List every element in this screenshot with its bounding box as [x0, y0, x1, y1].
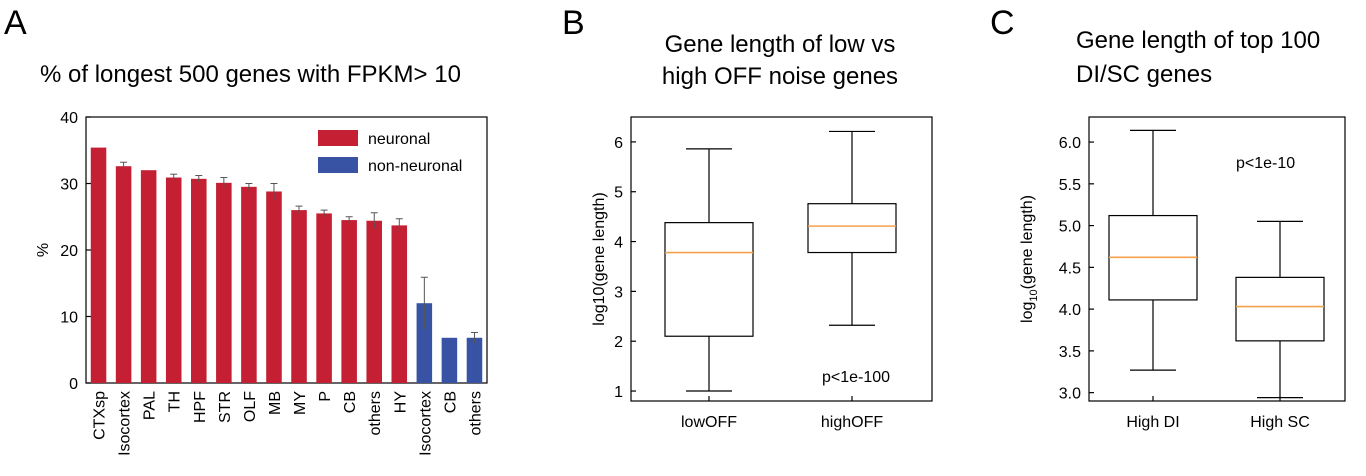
bar-cb-neuronal: [341, 220, 357, 383]
chart-a-x-tick-label: others: [367, 391, 384, 435]
chart-c-y-tick-label: 6.0: [1059, 135, 1081, 152]
panel-a: A % of longest 500 genes with FPKM> 10 %…: [4, 4, 488, 456]
chart-a-y-tick-label: 40: [60, 110, 78, 127]
bar-ctxsp-neuronal: [90, 147, 107, 383]
bar-isocortex-neuronal: [115, 166, 132, 383]
chart-b-plot-frame: [630, 116, 933, 402]
chart-c-x-ticks: High DI High SC: [1126, 396, 1310, 431]
panel-letter-a: A: [4, 4, 27, 42]
chart-a-y-tick-label: 0: [69, 376, 78, 393]
panel-letter-c: C: [990, 4, 1015, 42]
chart-b-boxes: [664, 130, 897, 392]
chart-c-y-tick-label: 3.5: [1059, 344, 1081, 361]
chart-b-title-line2: high OFF noise genes: [662, 63, 898, 90]
chart-c-y-tick-label: 3.0: [1059, 386, 1081, 403]
bar-p-neuronal: [316, 213, 332, 383]
chart-a-x-tick-label: Isocortex: [117, 391, 134, 456]
chart-a-x-tick-label: HY: [392, 391, 409, 414]
chart-b-y-axis-label: log10(gene length): [591, 192, 608, 325]
chart-a-x-tick-label: HPF: [192, 391, 209, 423]
chart-a-y-tick-label: 30: [60, 177, 78, 194]
panel-c: C Gene length of top 100 DI/SC genes log…: [990, 4, 1346, 431]
chart-a-y-tick-label: 20: [60, 243, 78, 260]
chart-b-y-tick-label: 6: [614, 135, 623, 152]
chart-a-y-axis-label: %: [35, 243, 52, 257]
chart-c-title-line2: DI/SC genes: [1076, 61, 1212, 88]
legend-swatch-non-neuronal: [318, 157, 358, 173]
chart-c-y-tick-label: 4.5: [1059, 260, 1081, 277]
chart-a-x-tick-label: MY: [292, 391, 309, 415]
chart-a-x-tick-label: MB: [267, 391, 284, 415]
chart-b-y-tick-label: 5: [614, 185, 623, 202]
bar-cb-non-neuronal: [441, 337, 458, 383]
chart-b-x-ticks: lowOFF highOFF: [681, 396, 883, 431]
chart-b-y-tick-label: 3: [614, 284, 623, 301]
bar-pal-neuronal: [140, 170, 157, 383]
bar-isocortex-non-neuronal: [416, 303, 433, 383]
chart-a-bars: [90, 147, 483, 383]
bar-hpf-neuronal: [191, 178, 207, 383]
chart-b-y-tick-label: 1: [614, 384, 623, 401]
chart-b-title-line1: Gene length of low vs: [665, 31, 896, 58]
chart-a-x-tick-label: STR: [217, 391, 234, 423]
chart-c-y-tick-label: 5.0: [1059, 219, 1081, 236]
chart-c-y-label-rest: (gene length): [1019, 195, 1036, 289]
chart-b-y-tick-label: 2: [614, 334, 623, 351]
box-highoff: [807, 203, 897, 254]
chart-c-plot-frame: [1088, 116, 1346, 402]
chart-c-y-ticks: 3.0 3.5 4.0 4.5 5.0 5.5 6.0: [1059, 135, 1094, 403]
bar-hy-neuronal: [391, 225, 408, 383]
legend-swatch-neuronal: [318, 130, 358, 146]
panel-b: B Gene length of low vs high OFF noise g…: [562, 4, 933, 431]
chart-c-boxes: [1108, 129, 1325, 399]
bar-others-neuronal: [366, 220, 382, 383]
chart-b-x-tick-label: highOFF: [821, 414, 883, 431]
box-high-sc: [1235, 276, 1325, 342]
chart-a-x-tick-label: others: [467, 391, 484, 435]
chart-c-x-tick-label: High SC: [1250, 414, 1310, 431]
box-lowoff: [664, 222, 754, 337]
chart-c-y-tick-label: 5.5: [1059, 177, 1081, 194]
chart-a-x-tick-label: CB: [442, 391, 459, 413]
chart-a-x-tick-label: CTXsp: [92, 391, 109, 440]
chart-c-y-label-main: log: [1019, 302, 1036, 323]
chart-a-x-tick-label: Isocortex: [417, 391, 434, 456]
chart-b-y-tick-label: 4: [614, 235, 623, 252]
legend-label-non-neuronal: non-neuronal: [368, 158, 462, 175]
chart-a-x-tick-label: CB: [342, 391, 359, 413]
chart-a-x-tick-label: P: [317, 391, 334, 402]
chart-c-y-axis-label: log10(gene length): [1019, 195, 1040, 323]
legend-label-neuronal: neuronal: [368, 131, 430, 148]
chart-a-x-tick-label: TH: [167, 391, 184, 412]
panel-letter-b: B: [562, 4, 585, 42]
chart-a-y-ticks: 0 10 20 30 40: [60, 110, 91, 393]
chart-b-x-tick-label: lowOFF: [681, 414, 737, 431]
chart-c-title-line1: Gene length of top 100: [1076, 27, 1320, 54]
chart-c-x-tick-label: High DI: [1126, 414, 1179, 431]
bar-my-neuronal: [291, 210, 307, 383]
chart-a-x-tick-label: PAL: [142, 391, 159, 420]
chart-a-x-ticks: CTXsp Isocortex PAL TH HPF STR OLF MB MY P CB other…: [92, 391, 485, 456]
bar-others-non-neuronal: [466, 337, 483, 383]
bar-th-neuronal: [165, 177, 182, 383]
chart-a-title: % of longest 500 genes with FPKM> 10: [40, 61, 461, 88]
chart-a-legend: neuronal non-neuronal: [318, 130, 462, 175]
chart-b-y-ticks: 1 2 3 4 5 6: [614, 135, 636, 401]
chart-a-x-tick-label: OLF: [242, 391, 259, 422]
chart-b-p-value: p<1e-100: [822, 369, 890, 386]
chart-c-y-tick-label: 4.0: [1059, 302, 1081, 319]
chart-a-y-tick-label: 10: [60, 310, 78, 327]
bar-str-neuronal: [216, 182, 232, 383]
chart-c-y-label-sub: 10: [1028, 289, 1040, 301]
chart-c-p-value: p<1e-10: [1236, 155, 1295, 172]
bar-olf-neuronal: [241, 186, 257, 383]
bar-mb-neuronal: [266, 191, 282, 383]
